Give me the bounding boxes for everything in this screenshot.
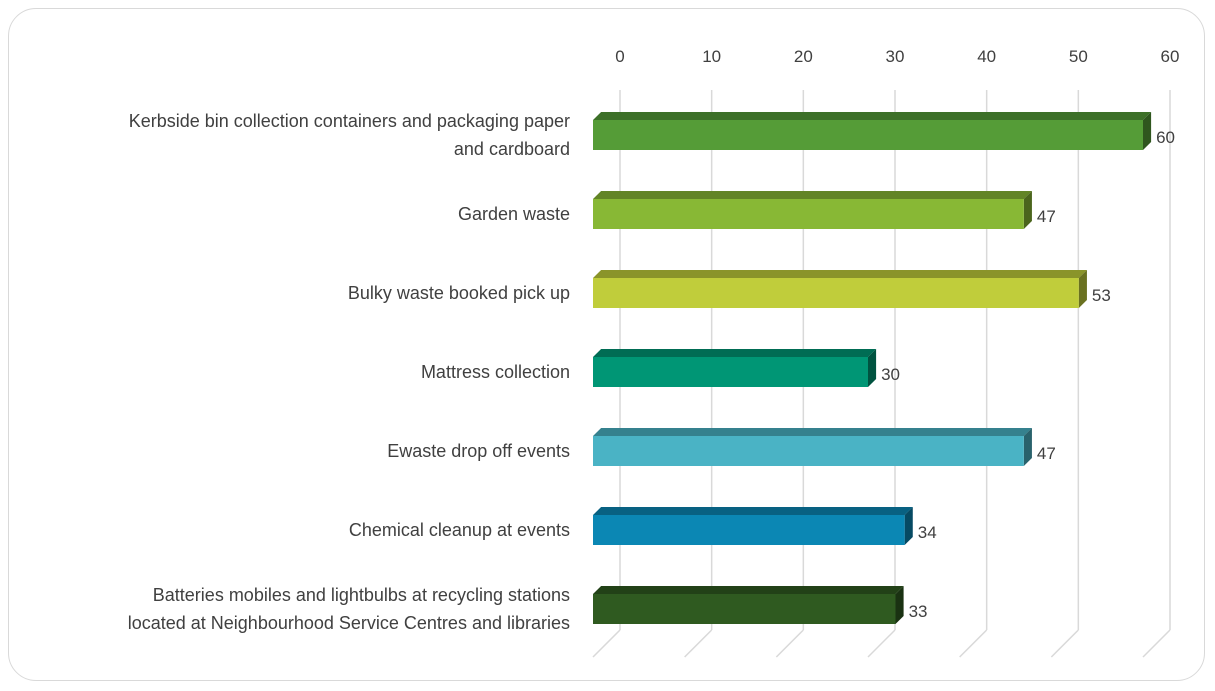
data-label: 34: [918, 523, 937, 542]
category-label: located at Neighbourhood Service Centres…: [128, 613, 570, 633]
data-label: 60: [1156, 128, 1175, 147]
bar: [593, 357, 868, 387]
floor-gridline: [684, 629, 713, 658]
bar-side-face: [895, 586, 904, 624]
data-label: 47: [1037, 207, 1056, 226]
x-tick-label: 20: [794, 47, 813, 66]
data-label: 53: [1092, 286, 1111, 305]
bar-side-face: [1023, 191, 1032, 229]
bar: [593, 436, 1024, 466]
data-label: 30: [881, 365, 900, 384]
bar-side-face: [1023, 428, 1032, 466]
bar-top-face: [593, 507, 913, 515]
floor-gridline: [867, 629, 896, 658]
category-label: Kerbside bin collection containers and p…: [129, 111, 570, 131]
bar-top-face: [593, 112, 1152, 120]
bar-top-face: [593, 428, 1032, 436]
data-label: 33: [909, 602, 928, 621]
floor-gridline: [592, 629, 621, 658]
bar: [593, 515, 905, 545]
bar-side-face: [1143, 112, 1152, 150]
category-label: Bulky waste booked pick up: [348, 283, 570, 303]
bar: [593, 278, 1079, 308]
category-label: Chemical cleanup at events: [349, 520, 570, 540]
category-label: Batteries mobiles and lightbulbs at recy…: [153, 585, 570, 605]
x-tick-label: 10: [702, 47, 721, 66]
bar-top-face: [593, 349, 877, 357]
category-label: Mattress collection: [421, 362, 570, 382]
bar-top-face: [593, 191, 1032, 199]
bar-side-face: [904, 507, 913, 545]
x-tick-label: 30: [886, 47, 905, 66]
floor-gridline: [959, 629, 988, 658]
bar: [593, 199, 1024, 229]
x-tick-label: 0: [615, 47, 624, 66]
floor-gridline: [1050, 629, 1079, 658]
bar: [593, 594, 896, 624]
bar-side-face: [1078, 270, 1087, 308]
floor-gridline: [1142, 629, 1171, 658]
floor-gridline: [775, 629, 804, 658]
bar-side-face: [868, 349, 877, 387]
category-label: Ewaste drop off events: [387, 441, 570, 461]
bar-top-face: [593, 586, 904, 594]
x-tick-label: 60: [1161, 47, 1180, 66]
bar-top-face: [593, 270, 1087, 278]
x-tick-label: 50: [1069, 47, 1088, 66]
category-label: Garden waste: [458, 204, 570, 224]
bar: [593, 120, 1143, 150]
category-label: and cardboard: [454, 139, 570, 159]
data-label: 47: [1037, 444, 1056, 463]
x-tick-label: 40: [977, 47, 996, 66]
